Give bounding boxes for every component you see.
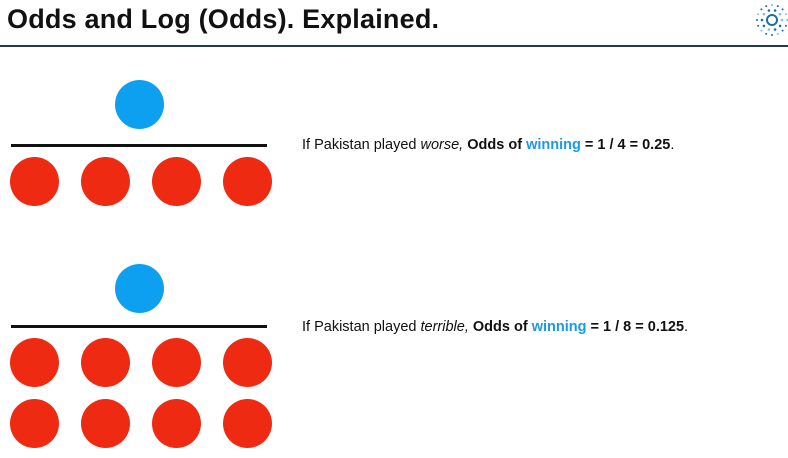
loss-circle (81, 399, 130, 448)
odds-caption-terrible: If Pakistan played terrible, Odds of win… (302, 319, 688, 335)
fraction-bar (11, 325, 267, 328)
loss-circle (223, 338, 272, 387)
caption-period: . (684, 319, 689, 335)
caption-odds-label: Odds of (467, 137, 523, 153)
loss-circle (152, 157, 201, 206)
caption-numerator: 1 (597, 137, 606, 153)
loss-circle (223, 157, 272, 206)
loss-circle (152, 399, 201, 448)
caption-equals: = (590, 319, 599, 335)
caption-prefix: If Pakistan played (302, 319, 417, 335)
caption-result: 0.25 (642, 137, 671, 153)
caption-performance: terrible, (420, 319, 469, 335)
odds-caption-worse: If Pakistan played worse, Odds of winnin… (302, 137, 674, 153)
dotted-circle-logo-icon (756, 4, 788, 36)
win-circle (115, 264, 164, 313)
caption-equals-2: = (629, 137, 639, 153)
caption-numerator: 1 (603, 319, 612, 335)
loss-circle (10, 157, 59, 206)
caption-highlight-word: winning (531, 319, 587, 335)
slide-header: Odds and Log (Odds). Explained. (0, 0, 788, 47)
caption-performance: worse, (420, 137, 464, 153)
fraction-bar (11, 144, 267, 147)
caption-highlight-word: winning (526, 137, 581, 153)
odds-illustration-terrible (0, 264, 290, 458)
caption-equals: = (584, 137, 594, 153)
slide-title: Odds and Log (Odds). Explained. (7, 4, 440, 34)
loss-circle (152, 338, 201, 387)
loss-circle (81, 157, 130, 206)
caption-slash: / (609, 137, 614, 153)
caption-odds-label: Odds of (472, 319, 528, 335)
loss-circle (81, 338, 130, 387)
caption-denominator: 8 (623, 319, 632, 335)
caption-period: . (670, 137, 675, 153)
odds-illustration-worse (0, 80, 290, 210)
loss-circle (10, 399, 59, 448)
caption-slash: / (615, 319, 620, 335)
header-divider (0, 45, 788, 47)
loss-circle (223, 399, 272, 448)
caption-equals-2: = (635, 319, 644, 335)
caption-denominator: 4 (617, 137, 626, 153)
caption-prefix: If Pakistan played (302, 137, 417, 153)
loss-circle (10, 338, 59, 387)
caption-result: 0.125 (647, 319, 685, 335)
win-circle (115, 80, 164, 129)
